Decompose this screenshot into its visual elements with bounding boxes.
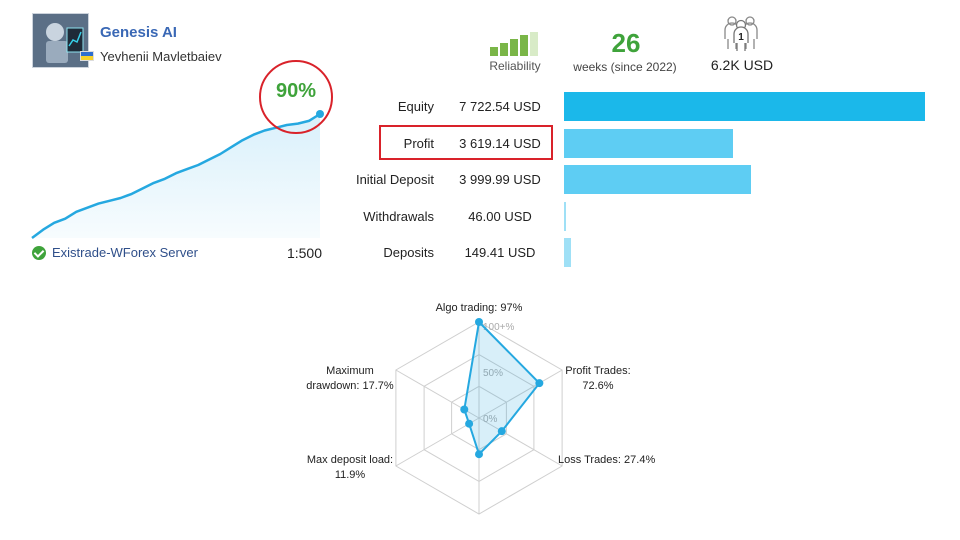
growth-area bbox=[32, 114, 320, 238]
radar-point-6 bbox=[460, 405, 469, 414]
signal-avatar[interactable] bbox=[32, 13, 89, 68]
radar-axis-label-5: Max deposit load: 11.9% bbox=[307, 454, 393, 481]
deposits-label: Deposits bbox=[383, 245, 434, 261]
subscribers-icon: 1 bbox=[724, 16, 758, 51]
growth-line bbox=[31, 112, 321, 240]
radar-chart: 100+% 50% 0% Algo trading: 97% Profit Trade… bbox=[306, 302, 655, 515]
radar-scale-labels: 100+% 50% 0% bbox=[483, 322, 515, 425]
ukraine-flag-icon bbox=[80, 51, 94, 61]
radar-point-4 bbox=[475, 450, 483, 459]
equity-bar bbox=[564, 92, 925, 121]
initial-deposit-value: 3 999.99 USD bbox=[459, 172, 541, 188]
subscribers-count: 1 bbox=[738, 32, 744, 43]
server-link[interactable]: Existrade-WForex Server bbox=[32, 245, 198, 260]
radar-point-1 bbox=[475, 318, 483, 326]
deposits-value: 149.41 USD bbox=[464, 245, 536, 261]
radar-axis-label-2: Profit Trades: 72.6% bbox=[565, 365, 630, 392]
radar-spoke-2 bbox=[478, 369, 563, 419]
radar-point-2 bbox=[535, 379, 544, 388]
radar-point-3 bbox=[497, 427, 506, 436]
withdrawals-label: Withdrawals bbox=[363, 208, 434, 224]
profit-highlight-box bbox=[379, 125, 553, 160]
weeks-label: weeks (since 2022) bbox=[573, 60, 677, 74]
leverage-value: 1:500 bbox=[286, 245, 322, 261]
radar-spoke-3 bbox=[478, 417, 563, 467]
reliability-label: Reliability bbox=[489, 59, 541, 73]
initial-deposit-label: Initial Deposit bbox=[355, 172, 434, 188]
radar-scale-label-1: 100+% bbox=[483, 322, 515, 333]
reliability-bars-icon bbox=[490, 32, 540, 56]
robot-avatar-image bbox=[33, 14, 88, 67]
deposits-bar bbox=[564, 238, 571, 268]
radar-point-5 bbox=[465, 419, 474, 428]
weeks-count: 26 bbox=[611, 28, 641, 58]
profit-bar bbox=[564, 128, 734, 158]
radar-spoke-5 bbox=[395, 417, 480, 467]
initial-deposit-bar bbox=[564, 165, 751, 195]
radar-axis-labels: Algo trading: 97% Profit Trades: 72.6% Loss… bbox=[306, 302, 655, 481]
equity-label: Equity bbox=[397, 99, 434, 114]
equity-value: 7 722.54 USD bbox=[459, 99, 541, 114]
growth-percent: 90% bbox=[275, 80, 317, 102]
withdrawals-bar bbox=[564, 201, 567, 231]
radar-axis-label-6: Maximum drawdown: 17.7% bbox=[306, 365, 394, 392]
profit-label: Profit bbox=[403, 135, 434, 151]
verified-check-icon bbox=[32, 245, 46, 260]
author-name[interactable]: Yevhenii Mavletbaiev bbox=[100, 49, 222, 64]
growth-highlight-circle bbox=[259, 60, 333, 134]
radar-axis-label-3: Loss Trades: 27.4% bbox=[558, 454, 655, 466]
radar-points bbox=[460, 318, 544, 459]
radar-axis-label-1: Algo trading: 97% bbox=[436, 302, 523, 314]
subscribers-value: 6.2K USD bbox=[710, 57, 774, 73]
signal-name[interactable]: Genesis AI bbox=[100, 24, 177, 41]
withdrawals-value: 46.00 USD bbox=[468, 208, 532, 224]
server-name: Existrade-WForex Server bbox=[52, 245, 198, 260]
radar-scale-label-2: 50% bbox=[483, 368, 503, 379]
profit-value: 3 619.14 USD bbox=[459, 135, 541, 151]
radar-scale-label-3: 0% bbox=[483, 414, 498, 425]
